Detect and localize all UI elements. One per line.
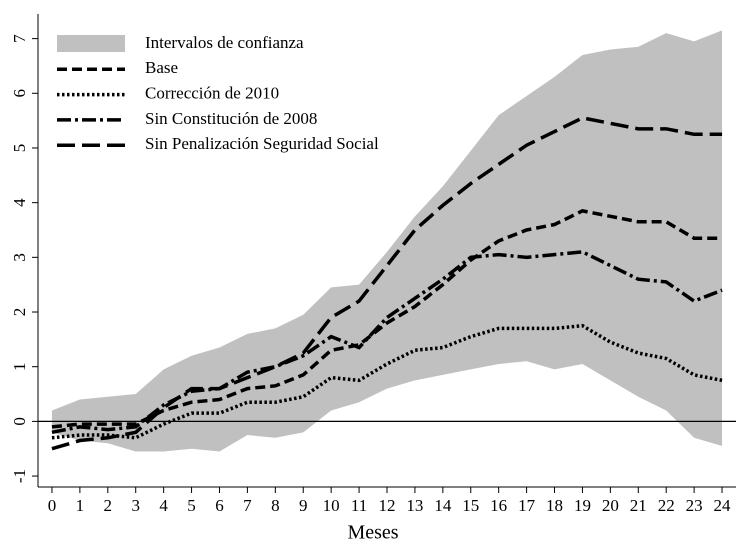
y-tick-label: 5 xyxy=(10,144,29,153)
x-tick-label: 8 xyxy=(271,496,280,515)
x-tick-label: 15 xyxy=(462,496,479,515)
y-tick-label: 6 xyxy=(10,89,29,98)
line xyxy=(51,209,723,429)
x-tick-label: 11 xyxy=(351,496,367,515)
x-tick-label: 1 xyxy=(76,496,85,515)
line xyxy=(51,250,723,435)
x-tick-label: 22 xyxy=(658,496,675,515)
x-tick-label: 6 xyxy=(215,496,224,515)
x-tick-label: 16 xyxy=(490,496,507,515)
y-tick-label: 1 xyxy=(10,362,29,371)
legend-label: Sin Penalización Seguridad Social xyxy=(145,134,379,153)
x-tick-label: 9 xyxy=(299,496,308,515)
x-tick-label: 23 xyxy=(686,496,703,515)
x-tick-label: 3 xyxy=(131,496,140,515)
x-tick-label: 0 xyxy=(48,496,57,515)
legend-label: Sin Constitución de 2008 xyxy=(145,109,317,128)
line xyxy=(51,323,723,440)
x-tick-label: 5 xyxy=(187,496,196,515)
y-tick-label: 2 xyxy=(10,308,29,317)
x-tick-label: 10 xyxy=(323,496,340,515)
x-tick-label: 18 xyxy=(546,496,563,515)
legend-label: Base xyxy=(145,58,178,77)
x-tick-label: 12 xyxy=(379,496,396,515)
x-tick-label: 17 xyxy=(518,496,536,515)
x-tick-label: 20 xyxy=(602,496,619,515)
x-tick-label: 24 xyxy=(714,496,732,515)
y-tick-label: 4 xyxy=(10,198,29,207)
x-tick-label: 2 xyxy=(104,496,113,515)
y-tick-label: 7 xyxy=(10,34,29,43)
x-tick-label: 7 xyxy=(243,496,252,515)
legend-label: Intervalos de confianza xyxy=(145,33,304,52)
legend-label: Corrección de 2010 xyxy=(145,84,279,103)
y-tick-label: 3 xyxy=(10,253,29,262)
x-tick-label: 14 xyxy=(434,496,452,515)
x-tick-label: 4 xyxy=(159,496,168,515)
legend-swatch xyxy=(57,35,125,52)
x-axis-title: Meses xyxy=(347,522,398,544)
confidence-band xyxy=(51,30,723,452)
y-tick-label: 0 xyxy=(10,417,29,426)
x-tick-label: 21 xyxy=(630,496,647,515)
x-tick-label: 13 xyxy=(406,496,423,515)
y-tick-label: -1 xyxy=(10,469,29,483)
x-tick-label: 19 xyxy=(574,496,591,515)
